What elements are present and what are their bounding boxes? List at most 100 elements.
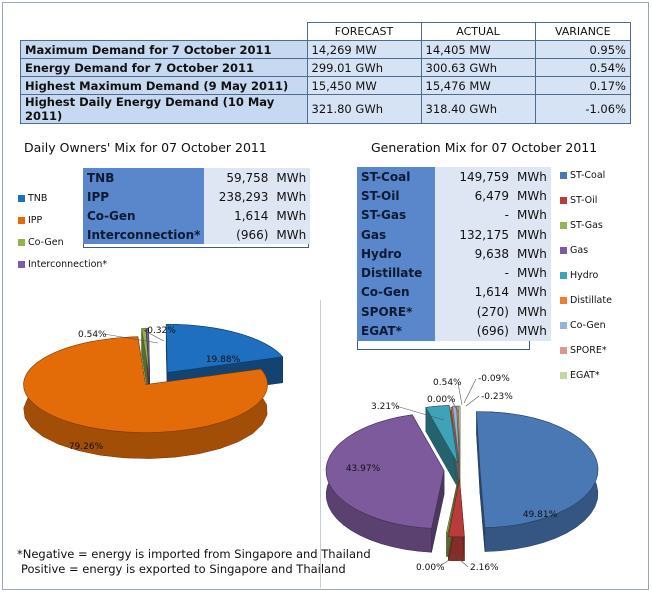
legend-swatch	[560, 222, 567, 229]
owner-value: 238,293	[204, 187, 273, 206]
data-label: 19.88%	[206, 355, 241, 365]
owner-label: TNB	[83, 168, 205, 187]
forecast-value: 15,450	[311, 78, 352, 93]
legend-item-tnb: TNB	[18, 193, 47, 204]
gen-unit: MWh	[513, 186, 551, 206]
table-row: Co-Gen 1,614 MWh	[83, 206, 311, 225]
legend-swatch	[18, 195, 25, 202]
row-label: Highest Maximum Demand (9 May 2011)	[20, 76, 308, 95]
legend-label: Gas	[570, 245, 589, 256]
actual-unit: GWh	[469, 102, 497, 116]
table-row: EGAT* (696) MWh	[357, 321, 551, 341]
table-row: Maximum Demand for 7 October 2011 14,269…	[20, 40, 631, 59]
owner-label: Interconnection*	[83, 225, 205, 244]
gen-label: Co-Gen	[357, 282, 435, 303]
generation-mix-table: ST-Coal 149,759 MWh ST-Oil 6,479 MWh ST-Gas -…	[357, 167, 551, 341]
gen-label: EGAT*	[357, 321, 435, 341]
actual-unit: MW	[469, 42, 491, 57]
actual-header: ACTUAL	[420, 22, 536, 41]
gen-label: ST-Oil	[357, 186, 435, 206]
leader-line	[465, 395, 480, 407]
column-divider	[320, 300, 321, 588]
pie-slice-st-coal	[476, 411, 599, 528]
gen-value: 149,759	[435, 167, 513, 187]
owners-mix-table: TNB 59,758 MWh IPP 238,293 MWh Co-Gen 1,614 MW…	[83, 168, 311, 244]
actual-unit: MW	[469, 78, 491, 93]
table-row: ST-Oil 6,479 MWh	[357, 186, 551, 206]
legend-item-egat: EGAT*	[560, 370, 600, 381]
data-label: 0.00%	[416, 563, 445, 573]
summary-header-row: FORECAST ACTUAL VARIANCE	[21, 22, 631, 41]
gen-value: 9,638	[435, 244, 513, 264]
table-row: Co-Gen 1,614 MWh	[357, 282, 551, 303]
legend-swatch	[18, 261, 25, 268]
legend-item-st-gas: ST-Gas	[560, 220, 603, 231]
legend-item-cogen: Co-Gen	[560, 320, 606, 331]
legend-item-ipp: IPP	[18, 215, 42, 226]
table-row: Interconnection* (966) MWh	[83, 225, 311, 244]
generation-mix-title: Generation Mix for 07 October 2011	[371, 140, 598, 155]
leader-line	[439, 555, 456, 567]
legend-swatch	[560, 247, 567, 254]
legend-item-spore: SPORE*	[560, 345, 607, 356]
legend-swatch	[560, 197, 567, 204]
forecast-header: FORECAST	[306, 22, 422, 41]
leader-line	[463, 378, 477, 404]
owner-unit: MWh	[272, 168, 311, 187]
legend-item-distillate: Distillate	[560, 295, 612, 306]
data-label: -0.23%	[481, 392, 513, 402]
owner-unit: MWh	[272, 225, 311, 244]
actual-value: 300.63	[425, 60, 466, 75]
owner-value: 59,758	[204, 168, 273, 187]
pie-chart-1: 49.81% 2.16% 0.00% 43.97% 3.21% 0.00% 0.54% -0.…	[325, 374, 599, 573]
legend-item-st-oil: ST-Oil	[560, 195, 597, 206]
leader-line	[450, 398, 459, 413]
table-row: SPORE* (270) MWh	[357, 302, 551, 322]
gen-unit: MWh	[513, 205, 551, 225]
actual-value: 14,405	[425, 42, 466, 57]
actual-value: 15,476	[425, 78, 466, 93]
legend-swatch	[560, 322, 567, 329]
legend-swatch	[560, 297, 567, 304]
table-row: Highest Daily Energy Demand (10 May 2011…	[20, 94, 631, 124]
data-label: 0.54%	[78, 330, 107, 340]
actual-cell: 14,405 MW	[420, 40, 536, 59]
owner-value: (966)	[204, 225, 273, 244]
table-row: Energy Demand for 7 October 2011 299.01 …	[20, 58, 631, 77]
legend-label: TNB	[28, 193, 48, 204]
table-row: Hydro 9,638 MWh	[357, 244, 551, 264]
data-label: 0.00%	[427, 395, 456, 405]
gen-value: 132,175	[435, 224, 513, 245]
variance-cell: -1.06%	[534, 94, 631, 124]
gen-unit: MWh	[513, 321, 551, 341]
gen-label: SPORE*	[357, 302, 435, 322]
gen-value: (696)	[435, 321, 513, 341]
leader-line	[142, 329, 165, 342]
actual-value: 318.40	[425, 102, 466, 116]
table-row: Distillate - MWh	[357, 263, 551, 283]
gen-unit: MWh	[513, 167, 551, 187]
legend-swatch	[18, 239, 25, 246]
pie-slice-gas	[325, 414, 445, 529]
forecast-cell: 321.80 GWh	[306, 94, 422, 124]
legend-item-cogen: Co-Gen	[18, 237, 64, 248]
pie-chart-0: 19.88% 79.26% 0.54% -0.32%	[23, 324, 284, 459]
legend-swatch	[560, 372, 567, 379]
legend-label: IPP	[28, 215, 43, 226]
gen-value: -	[435, 263, 513, 283]
legend-label: ST-Oil	[570, 195, 598, 206]
forecast-cell: 14,269 MW	[306, 40, 422, 59]
leader-line	[457, 382, 463, 406]
forecast-value: 299.01	[311, 60, 352, 75]
footnote: *Negative = energy is imported from Sing…	[17, 547, 371, 577]
legend-label: Distillate	[570, 295, 612, 306]
legend-item-hydro: Hydro	[560, 270, 598, 281]
legend-item-interconnection: Interconnection*	[18, 259, 107, 270]
forecast-unit: GWh	[355, 102, 383, 116]
gen-unit: MWh	[513, 224, 551, 245]
data-label: 2.16%	[470, 563, 499, 573]
legend-label: SPORE*	[570, 345, 607, 356]
pie-slice-st-oil	[448, 478, 465, 538]
